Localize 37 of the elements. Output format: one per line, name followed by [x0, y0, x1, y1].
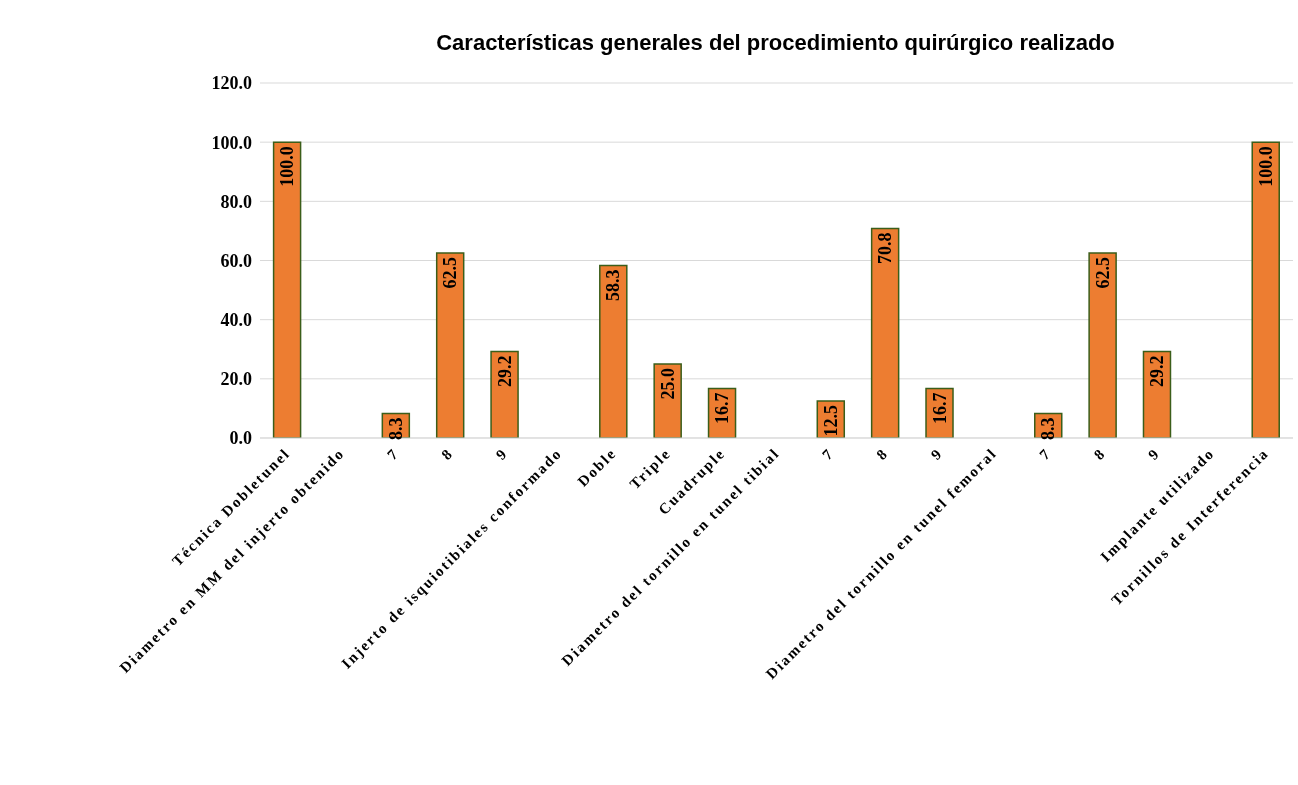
- bar: [599, 264, 628, 438]
- x-tick-label: 7: [384, 444, 403, 463]
- x-tick-label: 9: [1145, 444, 1164, 463]
- bar: [1088, 252, 1117, 438]
- data-label: 58.3: [603, 269, 624, 302]
- y-tick-label: 100.0: [211, 132, 252, 153]
- bar: [435, 252, 465, 438]
- y-tick-label: 60.0: [220, 250, 252, 271]
- x-tick-label: 8: [1090, 444, 1109, 463]
- data-label: 16.7: [929, 392, 950, 425]
- x-tick-label: 7: [1036, 444, 1055, 463]
- data-label: 100.0: [1255, 146, 1276, 187]
- data-label: 100.0: [277, 146, 298, 187]
- data-label: 29.2: [1146, 355, 1167, 388]
- bar: [1251, 141, 1280, 438]
- chart-title: Características generales del procedimiento quirúrgico realizado: [435, 30, 1116, 56]
- y-tick-label: 80.0: [220, 191, 252, 212]
- x-tick-label: 7: [818, 444, 837, 463]
- bar: [870, 227, 900, 438]
- data-label: 62.5: [440, 257, 461, 289]
- data-label: 25.0: [657, 368, 678, 400]
- x-tick-label: 8: [438, 444, 457, 463]
- y-tick-label: 40.0: [220, 310, 252, 331]
- x-tick-label: 9: [927, 444, 946, 463]
- data-label: 8.3: [385, 417, 406, 440]
- data-label: 16.7: [712, 392, 733, 425]
- data-label: 62.5: [1092, 257, 1113, 289]
- data-label: 29.2: [494, 355, 515, 388]
- y-tick-label: 0.0: [229, 428, 252, 449]
- y-tick-label: 20.0: [220, 369, 252, 390]
- bar: [272, 141, 302, 438]
- data-label: 12.5: [820, 405, 841, 437]
- y-tick-label: 120.0: [211, 73, 252, 94]
- data-label: 8.3: [1038, 417, 1059, 440]
- x-tick-label: 8: [873, 444, 892, 463]
- data-label: 70.8: [875, 232, 896, 265]
- bar: [490, 350, 519, 438]
